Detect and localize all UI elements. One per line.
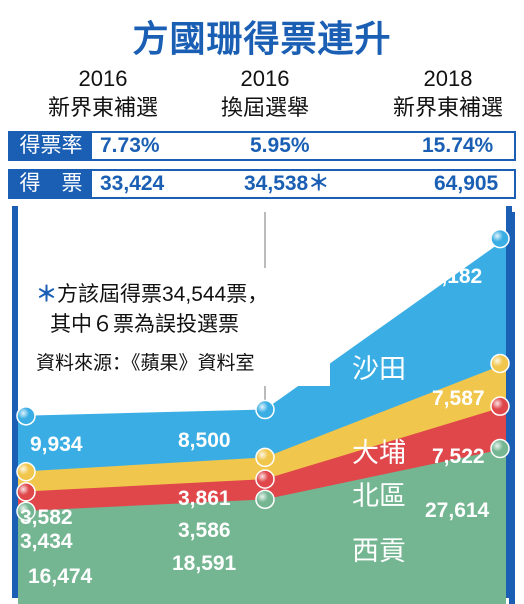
column-header-2: 2016 換屆選舉 xyxy=(220,66,309,120)
data-label: 16,474 xyxy=(28,565,93,588)
chart-title: 方國珊得票連升 xyxy=(132,18,392,59)
data-point-shine xyxy=(17,502,35,521)
votes-label: 得 票 xyxy=(10,171,92,197)
column-header-3: 2018 新界東補選 xyxy=(392,66,503,120)
footnote-box: ＊方該屆得票34,544票， 其中６票為誤投選票 資料來源：《蘋果》資料室 xyxy=(22,268,330,386)
votes-row: 得 票 33,424 34,538＊ 64,905 xyxy=(8,169,516,199)
data-point-shine xyxy=(491,439,509,458)
data-point-shine xyxy=(17,406,35,425)
vote-rate-label: 得票率 xyxy=(10,133,92,159)
data-label: 9,934 xyxy=(30,433,83,456)
data-point-shine xyxy=(256,490,274,509)
data-point-shine xyxy=(17,482,35,501)
data-label: 3,861 xyxy=(178,487,231,510)
data-label: 7,587 xyxy=(432,387,485,410)
footnote-line-2: 其中６票為誤投選票 xyxy=(50,313,239,336)
data-label: 22,182 xyxy=(418,265,482,288)
source-note: 資料來源：《蘋果》資料室 xyxy=(36,352,255,374)
data-point-shine xyxy=(491,397,509,416)
column-headers: 2016 新界東補選 2016 換屆選舉 2018 新界東補選 xyxy=(0,64,524,126)
vote-rate-value: 15.74% xyxy=(422,134,494,157)
column-header-1: 2016 新界東補選 xyxy=(47,66,158,120)
data-point-shine xyxy=(256,448,274,467)
data-point-shine xyxy=(256,470,274,489)
series-label: 大埔 xyxy=(352,438,406,469)
data-label: 7,522 xyxy=(432,445,485,468)
data-label: 27,614 xyxy=(425,499,490,522)
vote-rate-value: 5.95% xyxy=(250,134,310,157)
data-label: 3,586 xyxy=(178,519,231,542)
data-label: 3,582 xyxy=(20,506,73,529)
votes-asterisk: ＊ xyxy=(308,172,330,195)
data-point-shine xyxy=(17,462,35,481)
area-0 xyxy=(18,448,506,604)
vote-rate-value: 7.73% xyxy=(100,134,160,157)
votes-value: 34,538＊ xyxy=(244,172,330,195)
footnote-line-1: ＊方該屆得票34,544票， xyxy=(36,283,269,306)
series-label: 西貢 xyxy=(352,536,406,567)
data-point-shine xyxy=(256,400,274,419)
votes-value: 64,905 xyxy=(434,172,499,195)
vote-rate-row: 得票率 7.73% 5.95% 15.74% xyxy=(8,131,516,161)
votes-value: 33,424 xyxy=(100,172,165,195)
data-label: 18,591 xyxy=(172,552,237,575)
data-point-shine xyxy=(491,229,509,248)
data-label: 3,434 xyxy=(20,530,73,553)
series-label: 北區 xyxy=(352,481,406,512)
data-label: 8,500 xyxy=(178,429,231,452)
series-label: 沙田 xyxy=(352,354,406,385)
data-point-shine xyxy=(491,354,509,373)
